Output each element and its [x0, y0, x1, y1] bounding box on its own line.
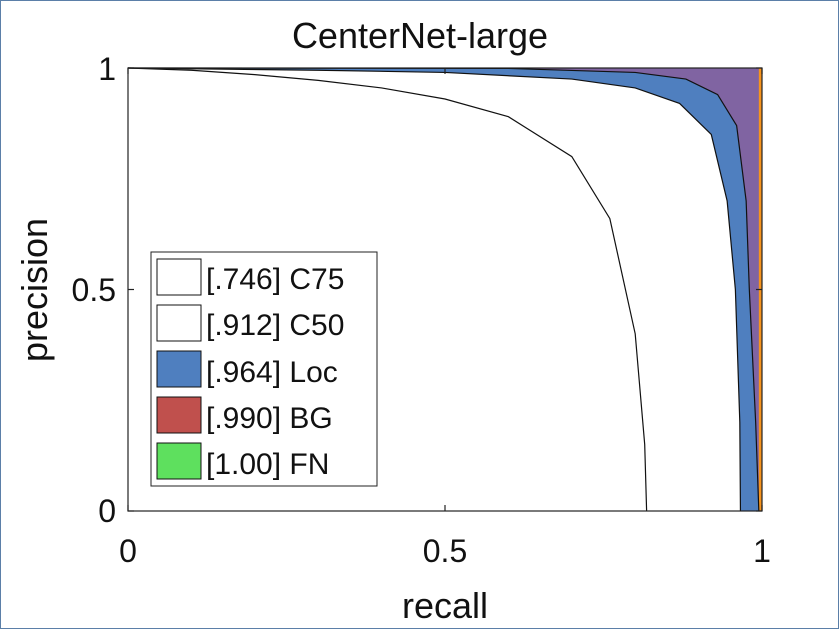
legend-label-c75: [.746] C75: [206, 263, 344, 296]
x-tick-label-0: 0: [119, 533, 137, 569]
x-tick-label-1: 1: [753, 533, 771, 569]
y-axis-label: precision: [14, 218, 55, 362]
y-tick-label-0-5: 0.5: [72, 272, 116, 308]
axis-ticks: [127, 67, 763, 512]
legend-swatch-c50: [156, 304, 202, 342]
chart-title: CenterNet-large: [292, 15, 548, 56]
legend-label-c50: [.912] C50: [206, 309, 344, 342]
x-axis-label: recall: [402, 585, 488, 626]
pr-curve-line-2: [127, 67, 742, 512]
pr-curve-line-1: [127, 67, 648, 512]
pr-curve-lines: [127, 67, 760, 512]
legend-swatch-loc: [156, 350, 202, 388]
y-tick-label-1: 1: [98, 51, 116, 87]
legend-swatch-c75: [156, 258, 202, 296]
legend-label-fn: [1.00] FN: [206, 448, 329, 481]
legend-swatch-bg: [156, 396, 202, 434]
pr-curve-line-3: [127, 67, 760, 512]
y-tick-label-0: 0: [98, 493, 116, 529]
legend-label-loc: [.964] Loc: [206, 356, 338, 389]
legend: [.746] C75 [.912] C50 [.964] Loc [.990] …: [150, 251, 378, 487]
legend-swatch-fn: [156, 442, 202, 480]
legend-label-bg: [.990] BG: [206, 402, 333, 435]
x-tick-label-0-5: 0.5: [423, 533, 467, 569]
